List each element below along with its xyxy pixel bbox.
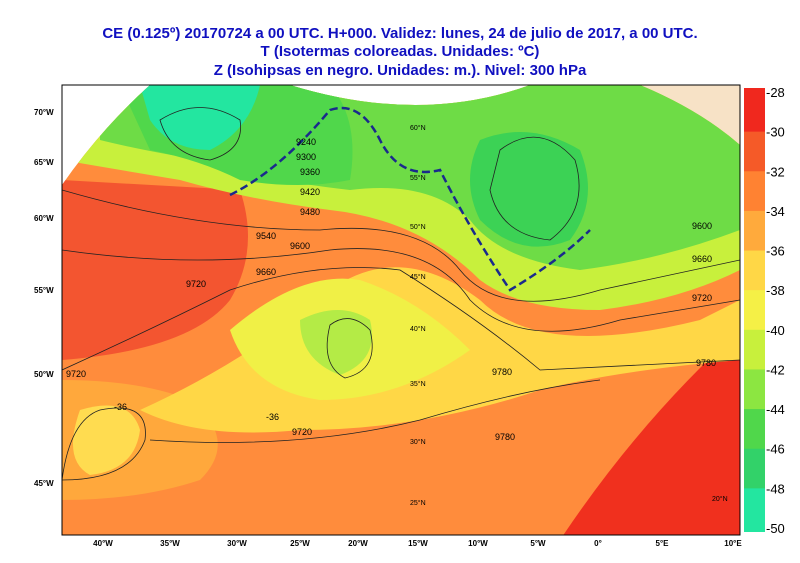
lon-axis-label: 15°W <box>408 539 428 548</box>
contour-label: 9240 <box>296 137 316 147</box>
colorbar-swatch <box>744 210 765 252</box>
colorbar: -28 -30 -32 -34 -36 -38 -40 -42 -44 -46 -48 -50 <box>744 85 785 536</box>
grid-lat-label: 25°N <box>410 499 426 507</box>
title-line: Z (Isohipsas en negro. Unidades: m.). Ni… <box>214 62 587 79</box>
colorbar-label: -40 <box>766 323 785 338</box>
colorbar-label: -46 <box>766 442 785 457</box>
lat-axis-label: 50°W <box>34 370 54 379</box>
colorbar-bottom <box>744 528 765 532</box>
lon-axis-label: 20°W <box>348 539 368 548</box>
colorbar-label: -34 <box>766 204 785 219</box>
colorbar-label: -42 <box>766 362 785 377</box>
colorbar-swatch <box>744 92 765 133</box>
colorbar-top <box>744 88 765 92</box>
colorbar-label: -48 <box>766 481 785 496</box>
contour-label: 9720 <box>292 427 312 437</box>
contour-label: 9720 <box>66 369 86 379</box>
contour-label: 9660 <box>692 254 712 264</box>
title-line: T (Isotermas coloreadas. Unidades: ºC) <box>261 43 540 60</box>
contour-label: -36 <box>266 412 279 422</box>
grid-lat-label: 55°N <box>410 174 426 182</box>
colorbar-label: -44 <box>766 402 785 417</box>
lon-axis-label: 0° <box>594 539 602 548</box>
colorbar-label: -32 <box>766 164 785 179</box>
lat-axis-label: 55°W <box>34 286 54 295</box>
lon-axis-label: 10°W <box>468 539 488 548</box>
contour-label: 9720 <box>692 293 712 303</box>
lon-axis-label: 25°W <box>290 539 310 548</box>
contour-label: 9660 <box>256 267 276 277</box>
colorbar-label: -50 <box>766 521 785 536</box>
contour-label: 9300 <box>296 152 316 162</box>
title-line: CE (0.125º) 20170724 a 00 UTC. H+000. Va… <box>102 25 697 42</box>
colorbar-label: -38 <box>766 283 785 298</box>
outside <box>62 85 150 185</box>
colorbar-swatch <box>744 171 765 212</box>
lon-axis-label: 5°W <box>530 539 546 548</box>
contour-label: 9600 <box>692 221 712 231</box>
contour-label: 9600 <box>290 241 310 251</box>
colorbar-swatch <box>744 488 765 529</box>
colorbar-swatch <box>744 329 765 370</box>
colorbar-swatch <box>744 250 765 291</box>
colorbar-label: -30 <box>766 125 785 140</box>
lat-axis-label: 65°W <box>34 158 54 167</box>
contour-label: 9780 <box>492 367 512 377</box>
contour-labels: 9720 9660 9600 9540 9720 9720 9720 9660 … <box>66 137 716 442</box>
colorbar-swatch <box>744 409 765 450</box>
grid-lat-label: 45°N <box>410 273 426 281</box>
grid-lat-label: 35°N <box>410 380 426 388</box>
axis-labels: 70°W 65°W 60°W 55°W 50°W 45°W 40°W 35°W 30°W 25°W… <box>34 108 742 548</box>
contour-label: -36 <box>114 402 127 412</box>
colorbar-label: -36 <box>766 244 785 259</box>
contour-label: 9480 <box>300 207 320 217</box>
lon-axis-label: 35°W <box>160 539 180 548</box>
contour-label: 9360 <box>300 167 320 177</box>
lon-axis-label: 30°W <box>227 539 247 548</box>
lon-axis-label: 10°E <box>724 539 742 548</box>
grid-lat-label: 20°N <box>712 495 728 503</box>
colorbar-swatch <box>744 290 765 331</box>
lon-axis-label: 40°W <box>93 539 113 548</box>
colorbar-swatch <box>744 369 765 410</box>
lat-axis-label: 70°W <box>34 108 54 117</box>
outside <box>290 85 530 105</box>
contour-label: 9420 <box>300 187 320 197</box>
contour-label: 9720 <box>186 279 206 289</box>
grid-lat-label: 50°N <box>410 223 426 231</box>
contour-label: 9780 <box>495 432 515 442</box>
contour-label: 9540 <box>256 231 276 241</box>
lat-axis-label: 60°W <box>34 214 54 223</box>
lat-axis-label: 45°W <box>34 479 54 488</box>
colorbar-swatch <box>744 131 765 172</box>
grid-lat-label: 40°N <box>410 325 426 333</box>
map-frame <box>61 84 741 536</box>
colorbar-label: -28 <box>766 85 785 100</box>
map <box>61 84 741 536</box>
grid-lat-label: 30°N <box>410 438 426 446</box>
colorbar-swatch <box>744 448 765 489</box>
lon-axis-label: 5°E <box>656 539 670 548</box>
contour-label: 9780 <box>696 358 716 368</box>
grid-lat-label: 60°N <box>410 124 426 132</box>
